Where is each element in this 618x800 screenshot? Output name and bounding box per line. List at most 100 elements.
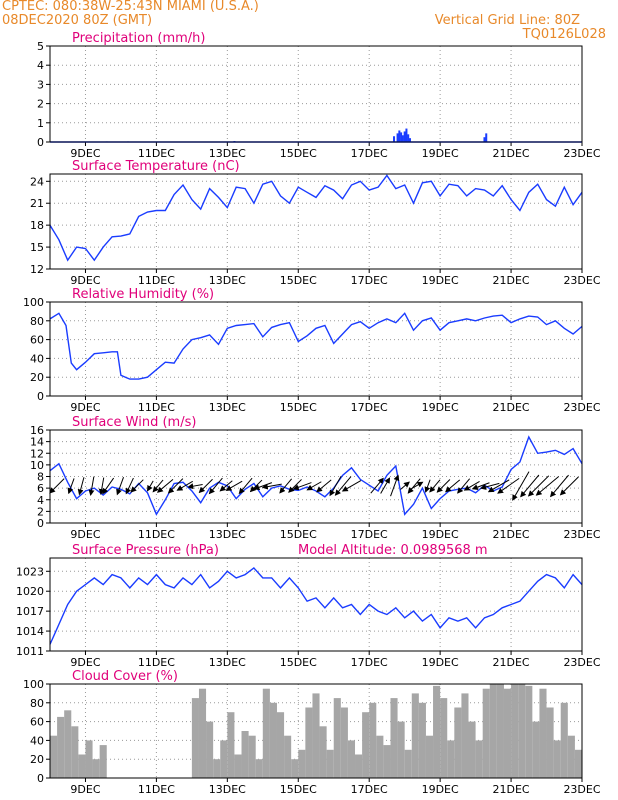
cloud-bar: [319, 726, 327, 778]
x-tick-label: 9DEC: [70, 274, 100, 287]
cloud-bar: [269, 702, 277, 778]
x-tick-label: 11DEC: [138, 147, 175, 160]
wind-arrow: [334, 476, 352, 496]
header-date: 08DEC2020 80Z (GMT): [2, 13, 153, 28]
x-tick-label: 17DEC: [351, 401, 388, 414]
y-tick-label: 80: [30, 697, 44, 710]
x-tick-label: 11DEC: [138, 656, 175, 669]
precip-bar: [401, 135, 404, 142]
y-tick-label: 1023: [16, 565, 44, 578]
series-line-wind: [49, 435, 583, 516]
panel-cloud-cover: Cloud Cover (%) 0 20 40 60 80 100 9DEC 11DEC 13DE…: [23, 669, 601, 796]
wind-arrow: [316, 479, 332, 493]
x-tick-label: 23DEC: [563, 528, 600, 541]
x-tick-label: 11DEC: [138, 783, 175, 796]
panel-frame: [49, 45, 583, 143]
x-tick-label: 19DEC: [422, 274, 459, 287]
cloud-bar: [461, 693, 469, 778]
y-tick-label: 3: [37, 78, 44, 91]
wind-arrow: [253, 482, 273, 491]
y-tick-label: 60: [30, 334, 44, 347]
x-tick-label: 13DEC: [209, 528, 246, 541]
wind-arrow: [559, 476, 579, 496]
y-tick-label: 10: [30, 459, 44, 472]
cloud-bar: [333, 698, 341, 778]
wind-arrow: [279, 478, 293, 494]
y-tick-label: 1020: [16, 585, 44, 598]
panel-temperature: Surface Temperature (nC) 12 15 18 21 24 9DEC 11…: [30, 159, 601, 287]
cloud-bar: [518, 684, 526, 778]
cloud-bar: [503, 688, 512, 778]
y-tick-label: 15: [30, 241, 44, 254]
x-tick-label: 19DEC: [422, 401, 459, 414]
wind-arrow: [390, 474, 400, 497]
wind-arrow: [249, 479, 263, 493]
y-tick-label: 1017: [16, 605, 44, 618]
y-tick-label: 2: [37, 505, 44, 518]
panel-precipitation: Precipitation (mm/h) 0 1 2 3 4 5 9DEC 11DEC 13DEC…: [37, 31, 601, 160]
y-tick-label: 2: [37, 98, 44, 111]
panel-title: Surface Wind (m/s): [72, 415, 196, 430]
cloud-bar: [99, 745, 107, 778]
y-tick-label: 40: [30, 734, 44, 747]
x-tick-label: 17DEC: [351, 656, 388, 669]
y-tick-label: 100: [23, 678, 44, 691]
y-tick-label: 12: [30, 447, 44, 460]
precip-bar: [400, 132, 403, 142]
wind-arrow: [88, 476, 95, 496]
wind-arrow: [167, 478, 184, 494]
wind-arrow: [520, 474, 540, 498]
x-tick-label: 15DEC: [280, 274, 317, 287]
wind-arrow: [400, 481, 410, 490]
y-tick-label: 16: [30, 424, 44, 437]
x-tick-label: 17DEC: [351, 147, 388, 160]
x-tick-label: 19DEC: [422, 783, 459, 796]
cloud-bar: [447, 740, 455, 778]
x-tick-label: 23DEC: [563, 401, 600, 414]
x-tick-label: 11DEC: [138, 401, 175, 414]
panel-humidity: Relative Humidity (%) 0 20 40 60 80 100 9DEC 11D…: [23, 287, 601, 414]
wind-arrow: [306, 481, 322, 491]
cloud-bar: [241, 731, 249, 778]
wind-arrow: [487, 479, 510, 493]
series-line-temperature: [49, 174, 583, 262]
wind-arrow: [429, 479, 441, 493]
cloud-bar: [85, 740, 93, 778]
cloud-bar: [355, 754, 363, 778]
wind-arrow: [370, 477, 384, 494]
cloud-bar: [553, 740, 561, 778]
panel-frame: [49, 301, 583, 397]
series-line-humidity: [49, 312, 583, 380]
panel-title: Cloud Cover (%): [72, 669, 178, 684]
cloud-bar: [440, 698, 448, 778]
cloud-bar: [220, 740, 228, 778]
precip-bar: [393, 136, 396, 142]
y-tick-label: 0: [37, 390, 44, 403]
cloud-bar: [206, 721, 214, 778]
y-tick-label: 5: [37, 40, 44, 53]
wind-arrow: [102, 477, 115, 495]
x-tick-label: 11DEC: [138, 528, 175, 541]
wind-arrow: [512, 471, 530, 501]
y-tick-label: 14: [30, 436, 44, 449]
precip-bar: [396, 133, 399, 142]
x-tick-label: 15DEC: [280, 783, 317, 796]
wind-arrow: [380, 477, 391, 494]
y-tick-label: 1: [37, 117, 44, 130]
precip-bar: [398, 130, 401, 142]
x-tick-label: 13DEC: [209, 274, 246, 287]
cloud-bar: [532, 721, 540, 778]
cloud-bar: [404, 749, 412, 778]
cloud-bar: [539, 688, 547, 778]
panel-pressure: Surface Pressure (hPa) Model Altitude: 0.…: [16, 543, 601, 669]
cloud-bar: [454, 707, 462, 778]
wind-arrow: [261, 483, 282, 490]
wind-arrow: [436, 479, 451, 493]
y-tick-label: 80: [30, 315, 44, 328]
wind-arrow: [238, 477, 253, 495]
wind-arrow: [77, 477, 85, 496]
wind-arrow: [208, 477, 223, 495]
panel-title: Surface Temperature (nC): [72, 159, 240, 174]
